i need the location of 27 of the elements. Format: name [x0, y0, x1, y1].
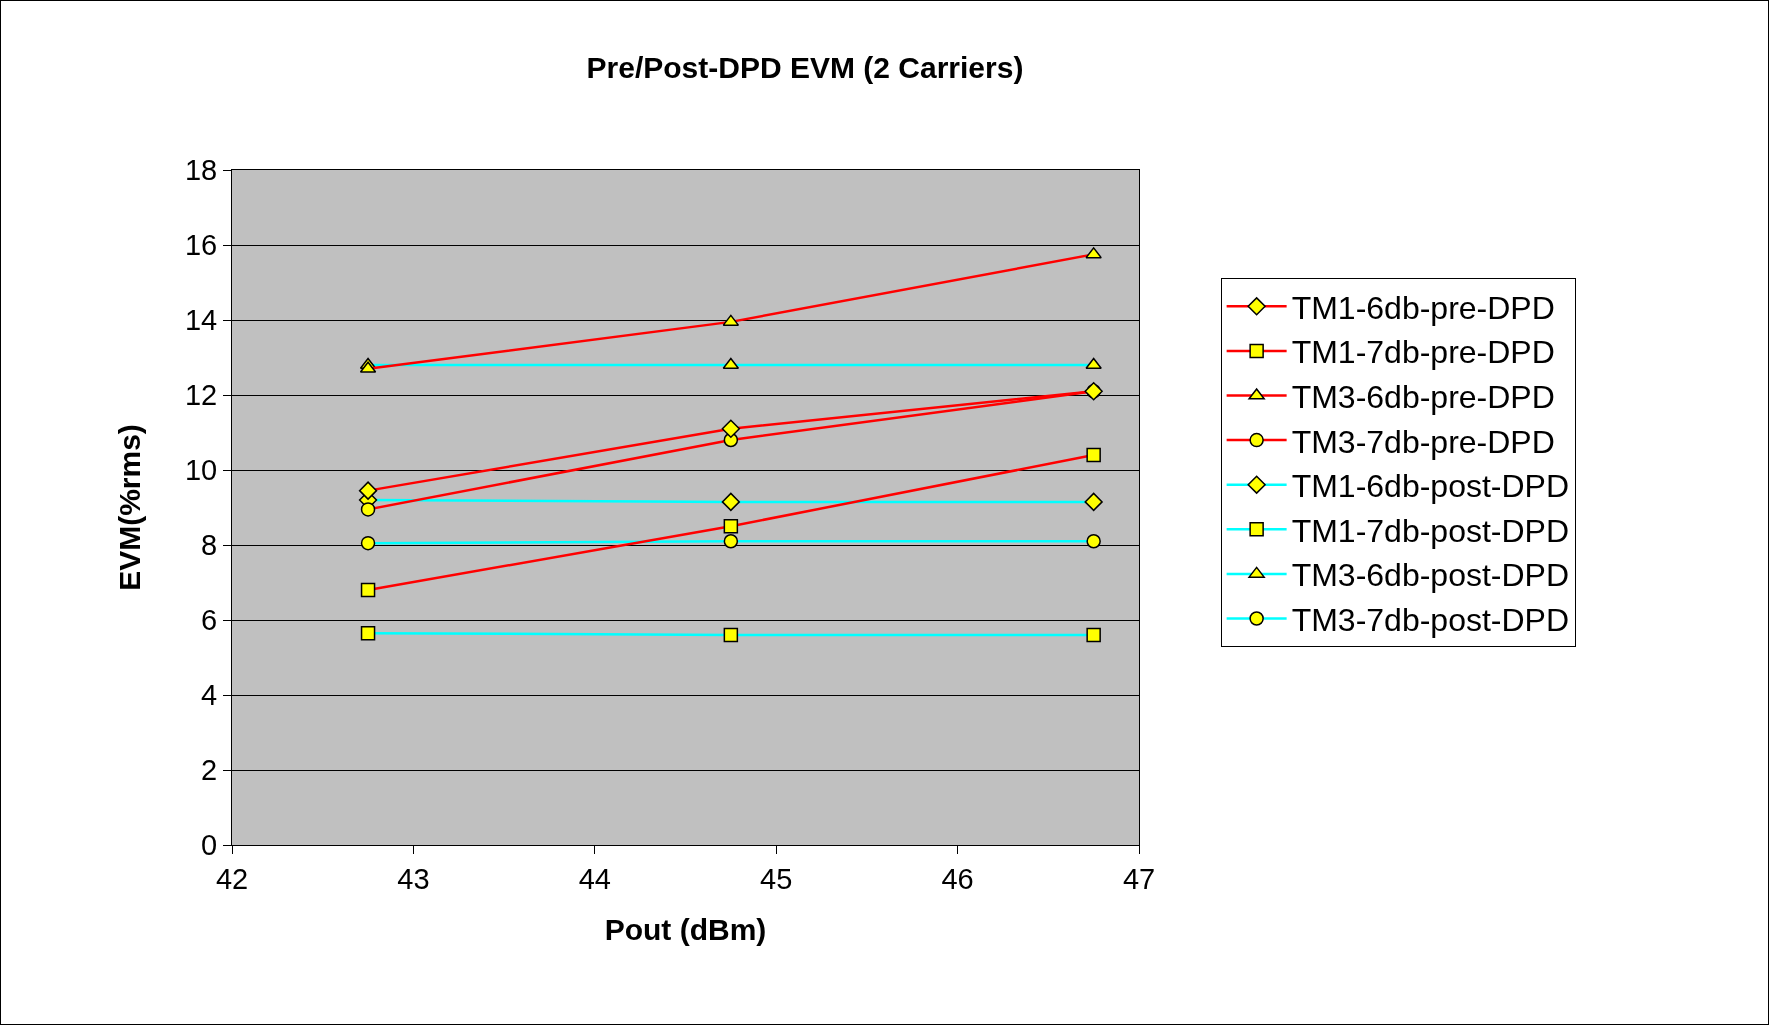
y-tick-label: 16	[184, 229, 218, 262]
legend-label: TM3-6db-pre-DPD	[1291, 378, 1555, 415]
x-tick-label: 45	[760, 862, 793, 895]
legend-label: TM1-7db-pre-DPD	[1291, 334, 1555, 371]
legend-label: TM3-6db-post-DPD	[1291, 557, 1570, 594]
y-tick-label: 4	[201, 679, 218, 712]
y-tick-label: 12	[184, 379, 218, 412]
x-tick-label: 42	[215, 862, 249, 895]
y-tick-label: 2	[201, 754, 218, 787]
y-tick-label: 10	[184, 454, 218, 487]
x-tick-label: 46	[941, 862, 974, 895]
y-tick-label: 0	[201, 829, 218, 862]
legend-label: TM1-6db-pre-DPD	[1291, 289, 1555, 326]
y-axis-title: EVM(%rms)	[112, 424, 146, 591]
chart-title: Pre/Post-DPD EVM (2 Carriers)	[586, 51, 1024, 85]
legend-label: TM1-6db-post-DPD	[1291, 468, 1570, 505]
x-tick-label: 43	[397, 862, 430, 895]
y-tick-label: 18	[184, 154, 218, 187]
legend-label: TM3-7db-post-DPD	[1291, 601, 1570, 638]
x-tick-label: 47	[1122, 862, 1156, 895]
y-tick-label: 8	[201, 529, 218, 562]
legend-label: TM1-7db-post-DPD	[1291, 512, 1570, 549]
legend-label: TM3-7db-pre-DPD	[1291, 423, 1555, 460]
y-tick-label: 14	[184, 304, 218, 337]
y-tick-label: 6	[201, 604, 218, 637]
x-tick-label: 44	[578, 862, 611, 895]
x-axis-title: Pout (dBm)	[604, 913, 767, 947]
